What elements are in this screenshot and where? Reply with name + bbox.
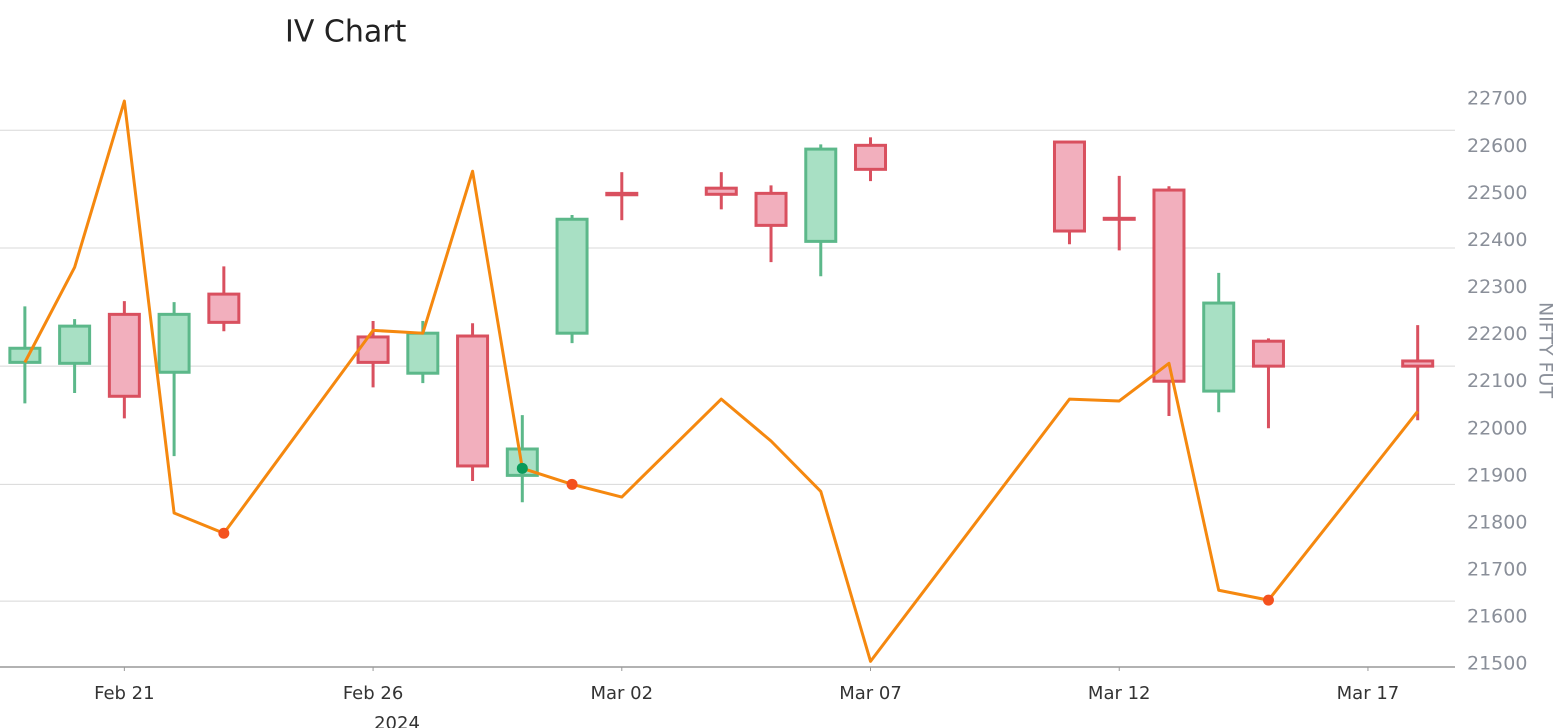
candle-body bbox=[1202, 301, 1236, 393]
candle-body bbox=[1251, 339, 1285, 368]
candle-body bbox=[58, 324, 92, 365]
y-tick-label: 21800 bbox=[1467, 511, 1527, 533]
x-year-label: 2024 bbox=[374, 713, 420, 728]
chart-title: IV Chart bbox=[285, 15, 407, 50]
y-tick-label: 21700 bbox=[1467, 559, 1527, 581]
candle-body bbox=[605, 191, 639, 197]
y-tick-label: 22700 bbox=[1467, 88, 1527, 110]
x-tick-label: Mar 12 bbox=[1088, 683, 1151, 704]
y-tick-label: 22000 bbox=[1467, 417, 1527, 439]
x-tick-label: Feb 21 bbox=[94, 683, 155, 704]
candle-body bbox=[1401, 359, 1435, 368]
x-tick-label: Mar 07 bbox=[839, 683, 902, 704]
iv-marker bbox=[218, 527, 230, 539]
iv-line bbox=[23, 99, 1419, 663]
y-axis-title: NIFTY FUT bbox=[1535, 302, 1557, 398]
candle-body bbox=[356, 335, 390, 364]
y-tick-label: 22300 bbox=[1467, 276, 1527, 298]
x-tick-label: Mar 02 bbox=[590, 683, 653, 704]
y-tick-label: 22500 bbox=[1467, 182, 1527, 204]
candle-body bbox=[157, 312, 191, 374]
iv-marker bbox=[1262, 594, 1274, 606]
candle-body bbox=[704, 186, 738, 196]
y-tick-label: 21500 bbox=[1467, 653, 1527, 675]
candle-body bbox=[1102, 216, 1136, 221]
candle-body bbox=[1152, 188, 1186, 383]
candle-body bbox=[754, 191, 788, 227]
y-tick-label: 22100 bbox=[1467, 370, 1527, 392]
x-tick-label: Feb 26 bbox=[343, 683, 404, 704]
y-tick-label: 22400 bbox=[1467, 229, 1527, 251]
candle-body bbox=[207, 292, 241, 324]
candle-body bbox=[854, 143, 888, 171]
y-tick-label: 22200 bbox=[1467, 323, 1527, 345]
candle-body bbox=[1052, 140, 1086, 233]
candle-body bbox=[555, 217, 589, 335]
y-tick-label: 22600 bbox=[1467, 135, 1527, 157]
iv-marker bbox=[516, 462, 528, 474]
x-tick-label: Mar 17 bbox=[1337, 683, 1400, 704]
candle-body bbox=[456, 334, 490, 468]
y-tick-label: 21900 bbox=[1467, 464, 1527, 486]
candle-body bbox=[804, 147, 838, 243]
candle-body bbox=[406, 331, 440, 375]
y-tick-label: 21600 bbox=[1467, 606, 1527, 628]
iv-marker bbox=[566, 478, 578, 490]
candle-body bbox=[107, 312, 141, 398]
